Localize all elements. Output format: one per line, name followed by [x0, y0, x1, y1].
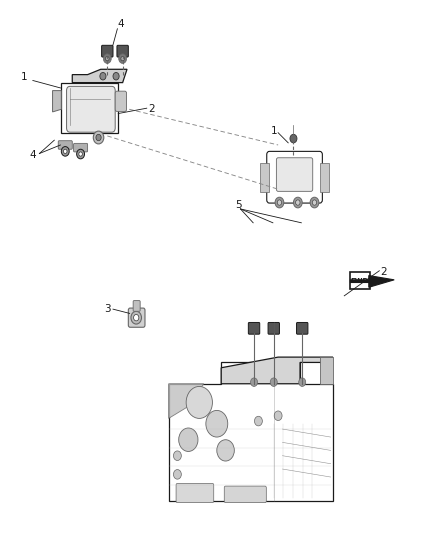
- Polygon shape: [53, 91, 61, 112]
- Circle shape: [119, 54, 127, 63]
- Text: 4: 4: [29, 150, 36, 159]
- Circle shape: [290, 134, 297, 143]
- FancyBboxPatch shape: [350, 272, 370, 289]
- Text: 5: 5: [235, 200, 242, 210]
- FancyBboxPatch shape: [133, 301, 140, 311]
- Circle shape: [173, 451, 181, 461]
- Circle shape: [131, 311, 141, 324]
- Circle shape: [270, 378, 277, 386]
- Circle shape: [93, 131, 104, 144]
- FancyBboxPatch shape: [297, 322, 308, 334]
- FancyBboxPatch shape: [268, 322, 279, 334]
- Text: 1: 1: [270, 126, 277, 135]
- FancyBboxPatch shape: [117, 45, 128, 57]
- FancyBboxPatch shape: [248, 322, 260, 334]
- Circle shape: [64, 149, 67, 154]
- Circle shape: [113, 72, 119, 80]
- Polygon shape: [169, 384, 204, 418]
- Circle shape: [186, 386, 212, 418]
- Circle shape: [274, 411, 282, 421]
- Text: 3: 3: [104, 304, 111, 314]
- Circle shape: [217, 440, 234, 461]
- FancyBboxPatch shape: [176, 483, 214, 503]
- Circle shape: [275, 197, 284, 208]
- Polygon shape: [221, 357, 333, 384]
- Polygon shape: [320, 163, 329, 192]
- Circle shape: [134, 314, 139, 321]
- Circle shape: [121, 56, 124, 61]
- FancyBboxPatch shape: [267, 151, 322, 203]
- Text: 4: 4: [117, 19, 124, 29]
- Circle shape: [293, 197, 302, 208]
- Text: 2: 2: [148, 104, 155, 114]
- Circle shape: [299, 378, 306, 386]
- Polygon shape: [169, 362, 333, 501]
- FancyBboxPatch shape: [102, 45, 113, 57]
- Circle shape: [96, 134, 101, 141]
- FancyBboxPatch shape: [128, 308, 145, 327]
- FancyBboxPatch shape: [67, 86, 115, 132]
- Circle shape: [310, 197, 319, 208]
- Circle shape: [254, 416, 262, 426]
- Circle shape: [277, 200, 282, 205]
- Text: FWD: FWD: [350, 278, 369, 284]
- Text: 1: 1: [21, 72, 28, 82]
- Circle shape: [296, 200, 300, 205]
- Circle shape: [100, 72, 106, 80]
- Circle shape: [251, 378, 258, 386]
- Circle shape: [79, 152, 82, 156]
- Text: 2: 2: [380, 267, 387, 277]
- FancyBboxPatch shape: [224, 486, 266, 503]
- FancyBboxPatch shape: [74, 143, 88, 152]
- Circle shape: [106, 56, 109, 61]
- Polygon shape: [260, 163, 269, 192]
- Polygon shape: [72, 69, 127, 83]
- Circle shape: [206, 410, 228, 437]
- Circle shape: [61, 147, 69, 156]
- FancyBboxPatch shape: [115, 91, 127, 111]
- Circle shape: [312, 200, 317, 205]
- Circle shape: [173, 470, 181, 479]
- Polygon shape: [61, 83, 118, 133]
- FancyBboxPatch shape: [58, 141, 72, 149]
- FancyBboxPatch shape: [276, 158, 313, 191]
- Circle shape: [179, 428, 198, 451]
- Polygon shape: [320, 357, 333, 384]
- Circle shape: [77, 149, 85, 159]
- Polygon shape: [350, 276, 394, 287]
- Circle shape: [103, 54, 111, 63]
